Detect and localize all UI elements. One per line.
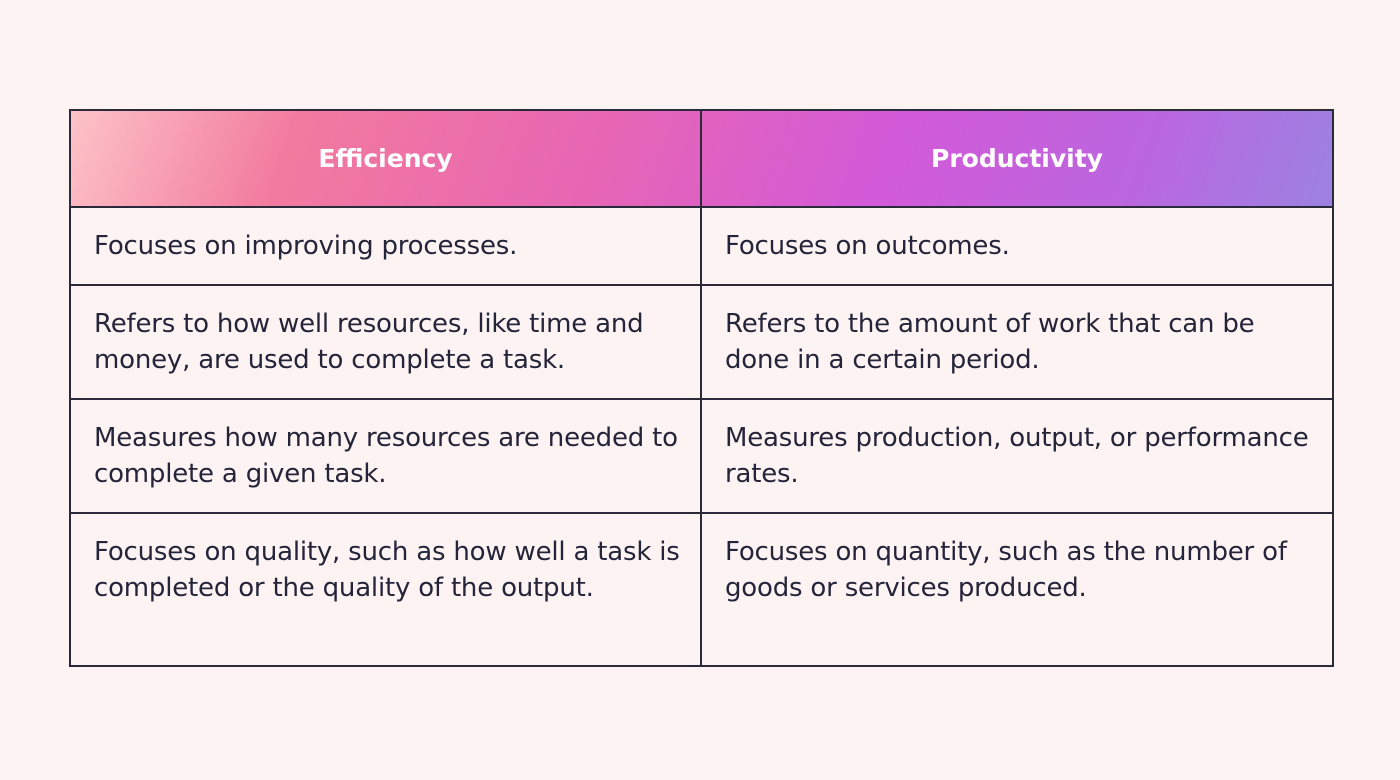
table-row: Refers to how well resources, like time …: [69, 284, 1334, 400]
header-efficiency: Efficiency: [69, 109, 702, 208]
table-row: Focuses on improving processes. Focuses …: [69, 206, 1334, 286]
productivity-cell: Refers to the amount of work that can be…: [700, 284, 1334, 400]
productivity-cell: Focuses on quantity, such as the number …: [700, 512, 1334, 667]
efficiency-cell: Refers to how well resources, like time …: [69, 284, 702, 400]
table-row: Focuses on quality, such as how well a t…: [69, 512, 1334, 667]
efficiency-cell: Focuses on quality, such as how well a t…: [69, 512, 702, 667]
productivity-cell: Measures production, output, or performa…: [700, 398, 1334, 514]
table-row: Measures how many resources are needed t…: [69, 398, 1334, 514]
header-productivity: Productivity: [700, 109, 1334, 208]
efficiency-cell: Focuses on improving processes.: [69, 206, 702, 286]
table-header-row: Efficiency Productivity: [69, 109, 1334, 208]
comparison-table: Efficiency Productivity Focuses on impro…: [69, 109, 1334, 667]
productivity-cell: Focuses on outcomes.: [700, 206, 1334, 286]
efficiency-cell: Measures how many resources are needed t…: [69, 398, 702, 514]
